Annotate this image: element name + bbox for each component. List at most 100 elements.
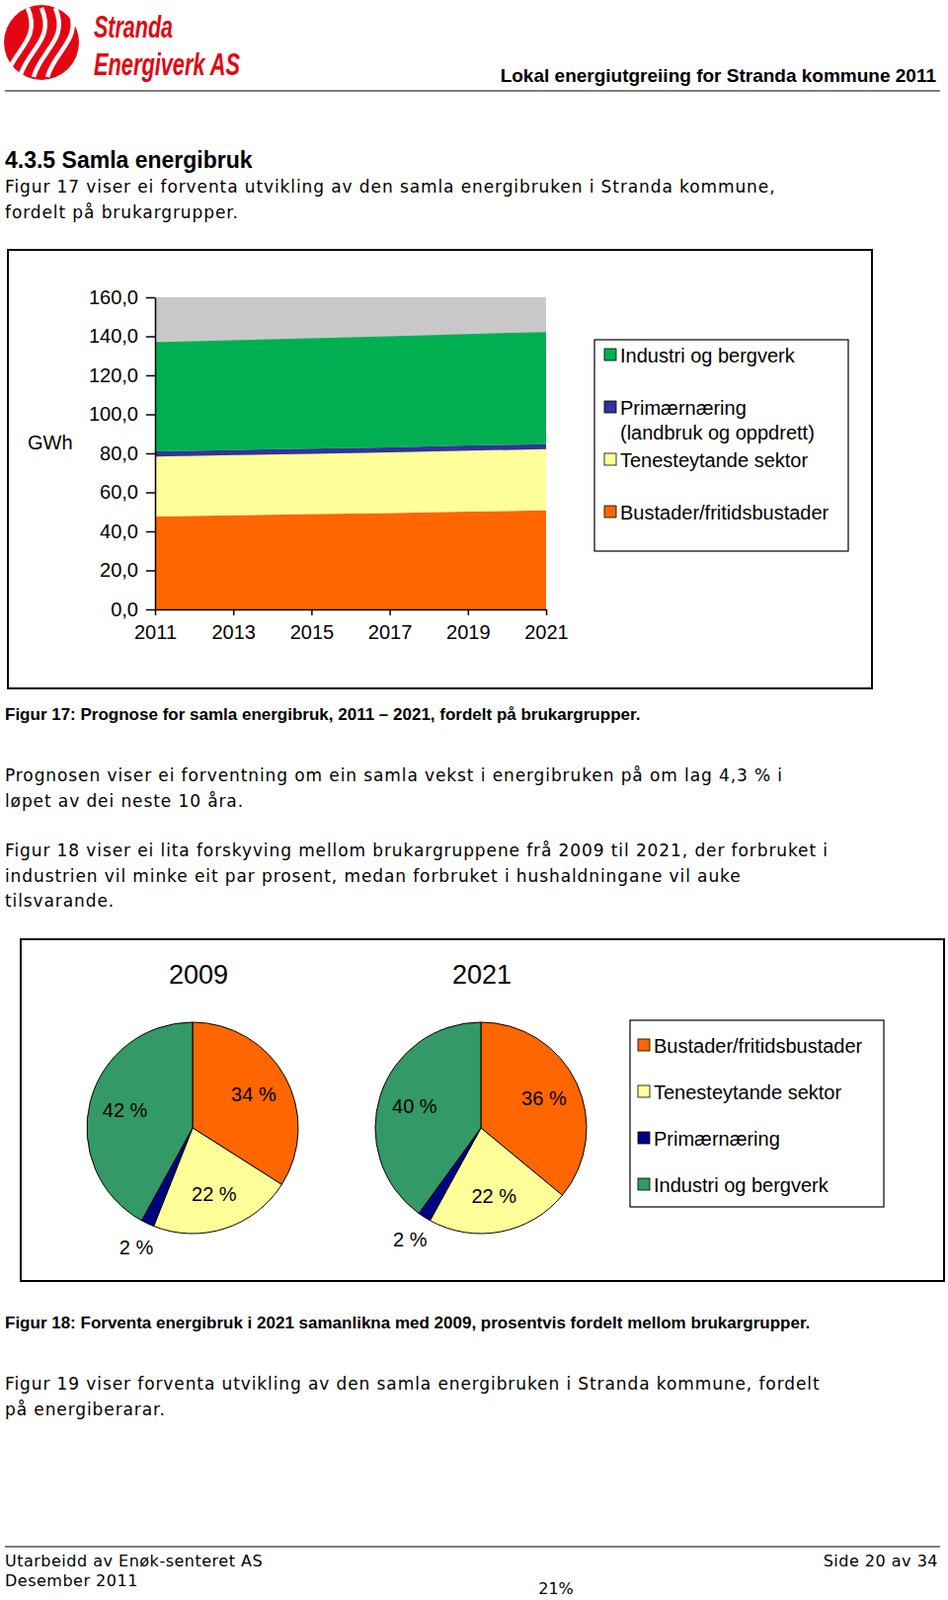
data-label: 40 %: [392, 1095, 438, 1117]
logo-text: Stranda: [93, 9, 173, 45]
header-rule: [4, 89, 941, 91]
legend-swatch: [604, 453, 617, 466]
paragraph-line: Figur 19 viser forventa utvikling av den…: [4, 1373, 820, 1394]
legend-swatch: [604, 505, 617, 518]
footer-rule: [4, 1545, 941, 1547]
footer-text: Utarbeidd av Enøk-senteret AS: [4, 1551, 263, 1571]
y-tick-mark: [146, 413, 156, 416]
footer-text: Desember 2011: [4, 1571, 139, 1590]
legend-label: Bustader/fritidsbustader: [653, 1034, 864, 1057]
y-tick-label: 120,0: [88, 364, 139, 387]
x-tick-mark: [468, 609, 471, 616]
pie-slice: [86, 1022, 193, 1221]
pie-title: 2021: [452, 959, 512, 990]
paragraph-line: fordelt på brukargrupper.: [4, 202, 239, 223]
y-tick: 40,0: [99, 520, 156, 543]
logo-swoosh: [47, 7, 74, 78]
paragraph-line: løpet av dei neste 10 åra.: [4, 790, 244, 811]
y-tick-label: 40,0: [99, 520, 139, 543]
logo-swoosh: [33, 7, 60, 78]
legend-label: Bustader/fritidsbustader: [620, 501, 830, 524]
y-tick-mark: [146, 375, 156, 378]
logo-circle: [3, 4, 79, 80]
paragraph-line: Figur 17 viser ei forventa utvikling av …: [4, 176, 776, 197]
y-tick-label: 100,0: [88, 402, 139, 425]
legend-swatch: [637, 1038, 650, 1051]
pie: [86, 1022, 299, 1234]
y-tick-mark: [146, 453, 156, 456]
x-tick-label: 2021: [524, 621, 569, 643]
data-label: 22 %: [471, 1185, 517, 1207]
x-tick: 2019: [446, 609, 491, 643]
pie: [375, 1022, 587, 1234]
header: StrandaEnergiverk ASLokal energiutgreiin…: [3, 4, 941, 91]
data-label: 36 %: [521, 1087, 567, 1109]
legend-label: Tenesteytande sektor: [620, 449, 808, 472]
y-tick: 120,0: [88, 364, 156, 387]
paragraph: Figur 18 viser ei lita forskyving mellom…: [4, 840, 829, 911]
caption: Figur 17: Prognose for samla energibruk,…: [4, 705, 640, 724]
x-tick: 2017: [368, 609, 413, 643]
x-axis: 201120132015201720192021: [134, 609, 569, 643]
x-tick-label: 2017: [368, 621, 413, 643]
x-tick-mark: [233, 609, 236, 616]
pie-chart: 34 % 22 % 2 % 42 % 2009 36 % 22 % 2 % 40 % 2021 Bu…: [20, 939, 945, 1281]
chart-frame: [20, 939, 945, 1281]
y-tick-mark: [146, 335, 156, 338]
y-tick: 0,0: [110, 598, 156, 621]
area-band: [155, 510, 547, 610]
y-tick: 20,0: [99, 558, 156, 581]
paragraph-line: Prognosen viser ei forventning om ein sa…: [4, 765, 784, 786]
x-tick-mark: [546, 609, 549, 616]
logo-swoosh: [19, 7, 46, 78]
paragraph: Figur 17 viser ei forventa utvikling av …: [4, 176, 776, 223]
y-tick-label: 20,0: [99, 558, 139, 581]
legend-swatch: [637, 1178, 650, 1190]
data-label: 22 %: [191, 1183, 237, 1205]
y-tick-label: 140,0: [88, 324, 139, 347]
y-tick: 160,0: [88, 286, 156, 309]
data-label: 2 %: [119, 1236, 155, 1259]
footer: Utarbeidd av Enøk-senteret ASDesember 20…: [4, 1546, 941, 1598]
data-label: 34 %: [231, 1083, 277, 1106]
footer-text: 21%: [538, 1579, 574, 1598]
legend-box: [594, 339, 849, 552]
y-tick-label: 60,0: [99, 480, 139, 503]
legend-swatch: [637, 1131, 650, 1144]
legend-label: Primærnæring(landbruk og oppdrett): [620, 396, 815, 444]
plot-background: [155, 297, 547, 610]
plot-area: [155, 331, 547, 610]
logo: [3, 4, 79, 80]
y-tick-label: 80,0: [99, 442, 139, 465]
x-tick-mark: [155, 609, 158, 616]
y-tick: 60,0: [99, 480, 156, 503]
x-tick-mark: [311, 609, 314, 616]
area-chart: 0,0 20,0 40,0 60,0 80,0 100,0 120,0 140,0 160,0 2…: [7, 249, 872, 689]
page: StrandaEnergiverk ASLokal energiutgreiin…: [0, 0, 948, 1600]
y-tick-mark: [146, 297, 156, 300]
y-tick: 100,0: [88, 402, 156, 425]
logo-text: Energiverk AS: [93, 47, 240, 82]
legend-label: Primærnæring: [653, 1127, 781, 1150]
y-tick-mark: [146, 491, 156, 494]
pie-title: 2009: [168, 959, 229, 990]
data-label: 2 %: [393, 1228, 428, 1251]
legend-label: Industri og bergverk: [653, 1174, 830, 1196]
heading: 4.3.5 Samla energibruk: [4, 147, 253, 173]
x-tick: 2011: [134, 609, 177, 643]
legend-label: Tenesteytande sektor: [653, 1081, 842, 1104]
area-band: [155, 449, 547, 517]
legend-swatch: [637, 1085, 650, 1098]
caption: Figur 18: Forventa energibruk i 2021 sam…: [4, 1313, 810, 1333]
y-tick-mark: [146, 531, 156, 534]
chart-frame: [7, 249, 872, 689]
legend-label: Industri og bergverk: [620, 344, 796, 367]
pie-slice: [375, 1022, 481, 1214]
y-tick-label: 160,0: [88, 286, 139, 309]
x-tick: 2015: [290, 609, 335, 643]
x-tick: 2021: [524, 609, 569, 643]
y-tick-mark: [146, 609, 156, 612]
y-tick-mark: [146, 569, 156, 572]
data-label: 42 %: [102, 1099, 149, 1121]
y-tick: 80,0: [99, 442, 156, 465]
